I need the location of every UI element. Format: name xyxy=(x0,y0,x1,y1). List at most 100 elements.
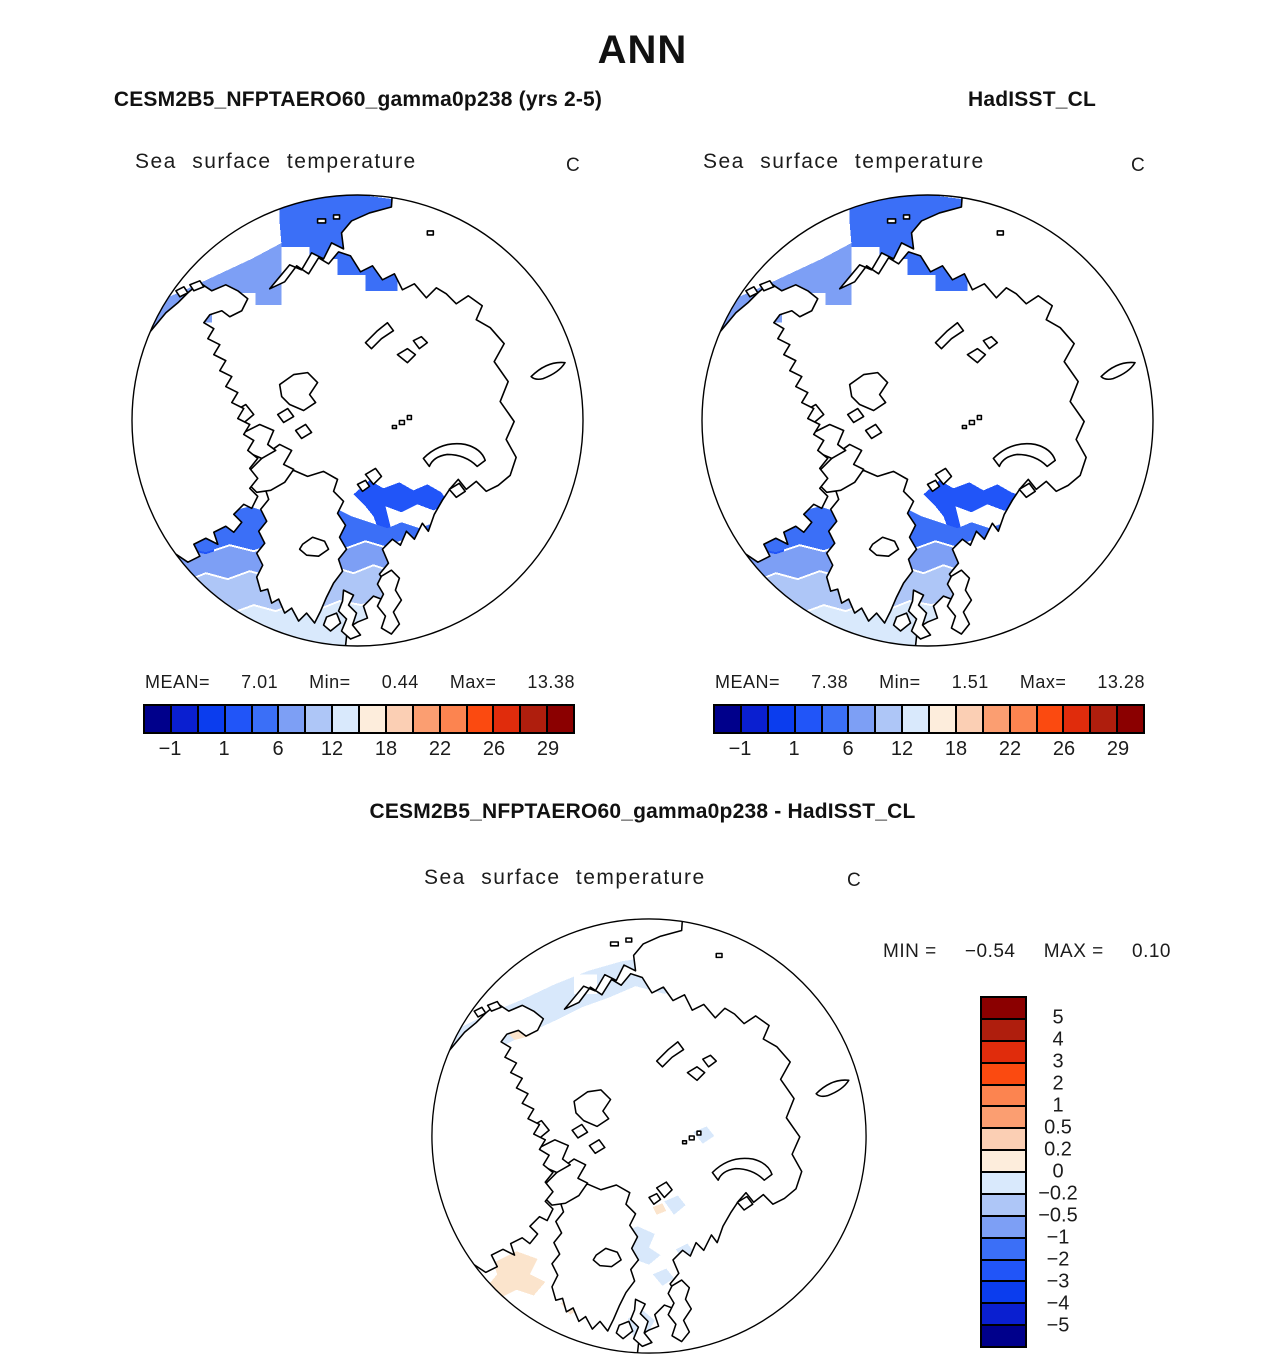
model-subtitle: Sea surface temperature xyxy=(135,150,417,173)
colorbar-cell xyxy=(467,706,495,732)
colorbar-cell xyxy=(1118,706,1143,732)
colorbar-cell xyxy=(982,998,1025,1020)
colorbar-tick-label: 12 xyxy=(890,738,914,760)
colorbar-tick-label: 1 xyxy=(218,738,230,760)
model-min-label: Min= xyxy=(309,672,351,692)
colorbar-tick-label: −1 xyxy=(728,738,752,760)
diff-subtitle: Sea surface temperature xyxy=(424,866,706,889)
colorbar-tick-label: −0.2 xyxy=(1038,1182,1078,1205)
obs-min-label: Min= xyxy=(879,672,921,692)
colorbar-tick-label: 6 xyxy=(272,738,284,760)
colorbar-cell xyxy=(333,706,360,732)
colorbar-cell xyxy=(171,706,199,732)
colorbar-cell xyxy=(982,1282,1025,1305)
colorbar-cell xyxy=(715,706,742,732)
colorbar-tick-label: 3 xyxy=(1052,1050,1064,1073)
model-mean-value: 7.01 xyxy=(241,672,279,692)
colorbar-tick-label: 2 xyxy=(1052,1072,1064,1095)
diff-units-label: C xyxy=(847,870,861,891)
colorbar-tick-label: 26 xyxy=(1052,738,1076,760)
colorbar-cell xyxy=(982,1085,1025,1108)
model-map xyxy=(131,194,584,647)
obs-mean-label: MEAN= xyxy=(715,672,781,692)
diff-blue-svalbard xyxy=(664,1195,686,1215)
sst-norwegian-dark xyxy=(923,480,1030,539)
colorbar-cell xyxy=(1037,706,1065,732)
colorbar-cell xyxy=(360,706,387,732)
colorbar-cell xyxy=(982,1173,1025,1195)
colorbar-tick-label: −1 xyxy=(1046,1226,1070,1249)
colorbar-cell xyxy=(279,706,307,732)
model-colorbar xyxy=(143,704,575,734)
diff-min-label: MIN = xyxy=(883,941,937,962)
obs-subtitle: Sea surface temperature xyxy=(703,150,985,173)
obs-colorbar-ticks: −1 1 6 12 18 22 26 29 xyxy=(713,738,1145,764)
colorbar-cell xyxy=(982,1129,1025,1152)
colorbar-cell xyxy=(1010,706,1038,732)
map-boundary-circle xyxy=(431,918,867,1354)
colorbar-tick-label: −1 xyxy=(158,738,182,760)
diff-panel-header: CESM2B5_NFPTAERO60_gamma0p238 - HadISST_… xyxy=(369,800,916,823)
colorbar-cell xyxy=(768,706,796,732)
diff-colorbar xyxy=(980,996,1027,1348)
model-max-label: Max= xyxy=(449,672,497,692)
diff-max-label: MAX = xyxy=(1043,941,1104,962)
colorbar-cell xyxy=(983,706,1011,732)
colorbar-cell xyxy=(548,706,573,732)
colorbar-tick-label: 26 xyxy=(482,738,506,760)
colorbar-cell xyxy=(982,1019,1025,1042)
colorbar-cell xyxy=(956,706,984,732)
colorbar-cell xyxy=(521,706,549,732)
map-boundary-circle xyxy=(701,194,1154,647)
colorbar-cell xyxy=(145,706,172,732)
model-panel-header: CESM2B5_NFPTAERO60_gamma0p238 (yrs 2-5) xyxy=(113,88,603,111)
colorbar-tick-label: 0 xyxy=(1052,1160,1064,1183)
colorbar-cell xyxy=(982,1107,1025,1130)
colorbar-cell xyxy=(982,1151,1025,1173)
colorbar-tick-label: −2 xyxy=(1046,1248,1070,1271)
diff-blue-north-sea xyxy=(652,1268,674,1286)
figure-title: ANN xyxy=(597,28,688,72)
colorbar-tick-label: 1 xyxy=(788,738,800,760)
map-boundary-circle xyxy=(131,194,584,647)
colorbar-tick-label: −4 xyxy=(1046,1292,1070,1315)
model-units-label: C xyxy=(566,155,580,176)
colorbar-tick-label: 4 xyxy=(1052,1028,1064,1051)
colorbar-cell xyxy=(413,706,441,732)
colorbar-tick-label: 0.5 xyxy=(1044,1116,1072,1139)
colorbar-cell xyxy=(982,1238,1025,1261)
colorbar-cell xyxy=(903,706,930,732)
obs-mean-value: 7.38 xyxy=(811,672,849,692)
colorbar-cell xyxy=(982,1326,1025,1346)
diff-max-value: 0.10 xyxy=(1132,941,1171,962)
colorbar-cell xyxy=(1091,706,1119,732)
colorbar-cell xyxy=(982,1304,1025,1327)
obs-map xyxy=(701,194,1154,647)
sst-norwegian-dark xyxy=(353,480,450,539)
model-mean-label: MEAN= xyxy=(145,672,211,692)
colorbar-tick-label: 6 xyxy=(842,738,854,760)
obs-panel-header: HadISST_CL xyxy=(967,88,1097,111)
diff-map xyxy=(431,918,867,1354)
colorbar-tick-label: 0.2 xyxy=(1044,1138,1072,1161)
colorbar-cell xyxy=(822,706,850,732)
model-max-value: 13.38 xyxy=(527,672,575,692)
diff-colorbar-ticks: 5 4 3 2 1 0.5 0.2 0 −0.2 −0.5 −1 −2 −3 −4 −5 xyxy=(1027,996,1089,1348)
colorbar-tick-label: 1 xyxy=(1052,1094,1064,1117)
colorbar-cell xyxy=(386,706,414,732)
obs-units-label: C xyxy=(1131,155,1145,176)
colorbar-cell xyxy=(982,1041,1025,1064)
colorbar-cell xyxy=(225,706,253,732)
colorbar-cell xyxy=(741,706,769,732)
colorbar-tick-label: −3 xyxy=(1046,1270,1070,1293)
colorbar-tick-label: 29 xyxy=(536,738,560,760)
colorbar-cell xyxy=(252,706,280,732)
obs-min-value: 1.51 xyxy=(951,672,989,692)
diff-min-value: −0.54 xyxy=(964,941,1016,962)
diff-stats: MIN = −0.54 MAX = 0.10 xyxy=(883,941,1171,963)
colorbar-cell xyxy=(795,706,823,732)
colorbar-tick-label: −5 xyxy=(1046,1314,1070,1337)
obs-colorbar xyxy=(713,704,1145,734)
colorbar-cell xyxy=(982,1260,1025,1283)
colorbar-cell xyxy=(306,706,334,732)
